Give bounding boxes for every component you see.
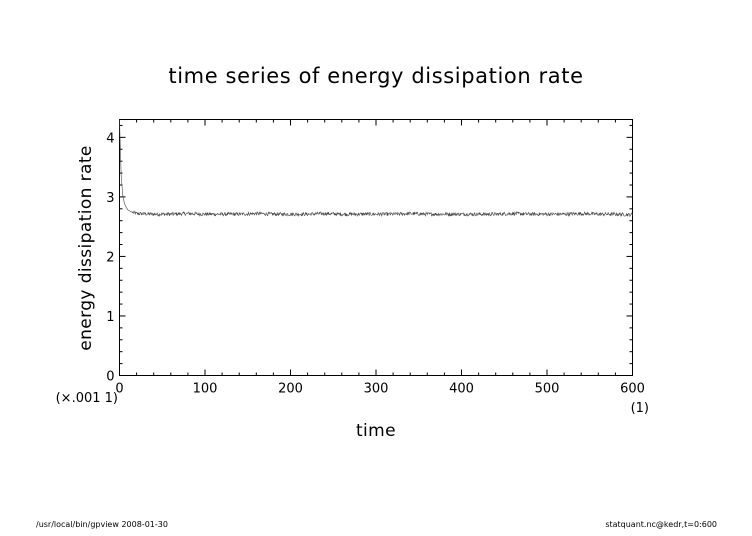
y-unit-label: (×.001 1): [56, 391, 118, 406]
x-axis-label: time: [356, 421, 396, 441]
x-tick-label: 0: [115, 382, 123, 397]
x-tick-label: 400: [449, 382, 474, 397]
series-layer: [119, 119, 633, 218]
plot-frame: [119, 119, 633, 376]
x-tick-label: 600: [620, 382, 645, 397]
ticks-layer: 0 100 200 300 400 500 600 0 1 2 3 4: [106, 119, 645, 397]
series-line-0: [119, 119, 633, 218]
y-tick-label: 4: [106, 131, 114, 146]
x-tick-label: 500: [535, 382, 560, 397]
footer-left: /usr/local/bin/gpview 2008-01-30: [36, 520, 168, 529]
footer-right: statquant.nc@kedr,t=0:600: [605, 520, 717, 529]
chart-title: time series of energy dissipation rate: [168, 64, 583, 88]
y-tick-label: 3: [106, 191, 114, 206]
x-unit-label: (1): [631, 401, 649, 416]
y-tick-label: 0: [106, 370, 114, 385]
y-axis-label: energy dissipation rate: [76, 145, 96, 351]
y-tick-label: 1: [106, 310, 114, 325]
x-tick-label: 300: [364, 382, 389, 397]
x-tick-label: 200: [278, 382, 303, 397]
y-tick-label: 2: [106, 250, 114, 265]
x-tick-label: 100: [193, 382, 218, 397]
